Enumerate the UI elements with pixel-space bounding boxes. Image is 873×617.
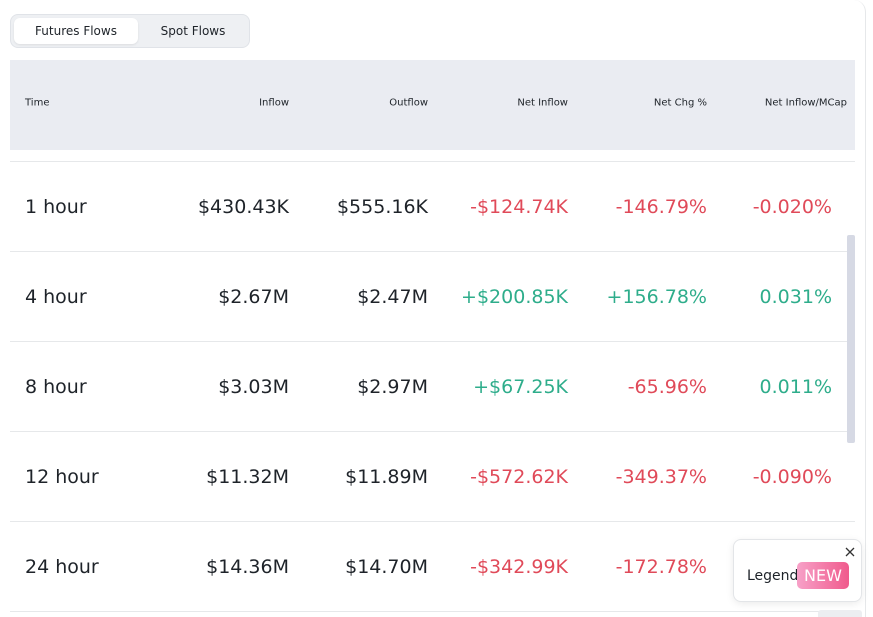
row-divider (10, 161, 855, 162)
column-header: Net Inflow (517, 97, 568, 109)
table-cell: -172.78% (615, 556, 707, 578)
table-cell: 4 hour (25, 286, 87, 308)
table-cell: $2.67M (218, 286, 289, 308)
column-header: Time (25, 97, 50, 109)
table-cell: $11.32M (206, 466, 289, 488)
table-cell: 0.031% (759, 286, 832, 308)
column-header: Outflow (389, 97, 428, 109)
row-divider (10, 431, 855, 432)
row-divider (10, 251, 855, 252)
tab[interactable]: Spot Flows (160, 24, 226, 38)
new-badge: NEW (797, 562, 849, 589)
table-cell: -0.090% (752, 466, 832, 488)
column-header: Inflow (259, 97, 289, 109)
table-cell: -0.020% (752, 196, 832, 218)
table-header: Time Inflow Outflow Net Inflow Net Chg % Net … (10, 60, 855, 150)
table-cell: 1 hour (25, 196, 87, 218)
table-cell: $430.43K (197, 196, 289, 218)
column-header: Net Chg % (653, 97, 707, 109)
tab[interactable]: Futures Flows (14, 18, 138, 44)
legend-popup[interactable]: Legend NEW (733, 539, 862, 602)
table-cell: 8 hour (25, 376, 87, 398)
table-cell: $14.36M (206, 556, 289, 578)
table-cell: -146.79% (615, 196, 707, 218)
row-divider (10, 521, 855, 522)
table-cell: $2.47M (357, 286, 428, 308)
table-cell: $2.97M (357, 376, 428, 398)
table-cell: $555.16K (336, 196, 428, 218)
table-cell: +$67.25K (473, 376, 568, 398)
table-cell: -349.37% (615, 466, 707, 488)
table-cell: 12 hour (25, 466, 99, 488)
scrollbar[interactable] (847, 235, 855, 443)
table-cell: -$124.74K (470, 196, 568, 218)
close-icon[interactable] (845, 547, 855, 557)
table-cell: -65.96% (627, 376, 707, 398)
tab-group: Futures Flows Spot Flows (10, 14, 250, 48)
table-cell: $11.89M (345, 466, 428, 488)
corner-tab (818, 610, 862, 617)
table-cell: -$572.62K (470, 466, 568, 488)
table-cell: 0.011% (759, 376, 832, 398)
table-cell: $14.70M (345, 556, 428, 578)
row-divider (10, 611, 855, 612)
row-divider (10, 341, 855, 342)
table-cell: +156.78% (606, 286, 707, 308)
table-cell: +$200.85K (461, 286, 568, 308)
table-cell: 24 hour (25, 556, 99, 578)
column-header: Net Inflow/MCap (764, 97, 847, 109)
table-cell: -$342.99K (470, 556, 568, 578)
table-cell: $3.03M (218, 376, 289, 398)
legend-label: Legend (747, 568, 799, 584)
